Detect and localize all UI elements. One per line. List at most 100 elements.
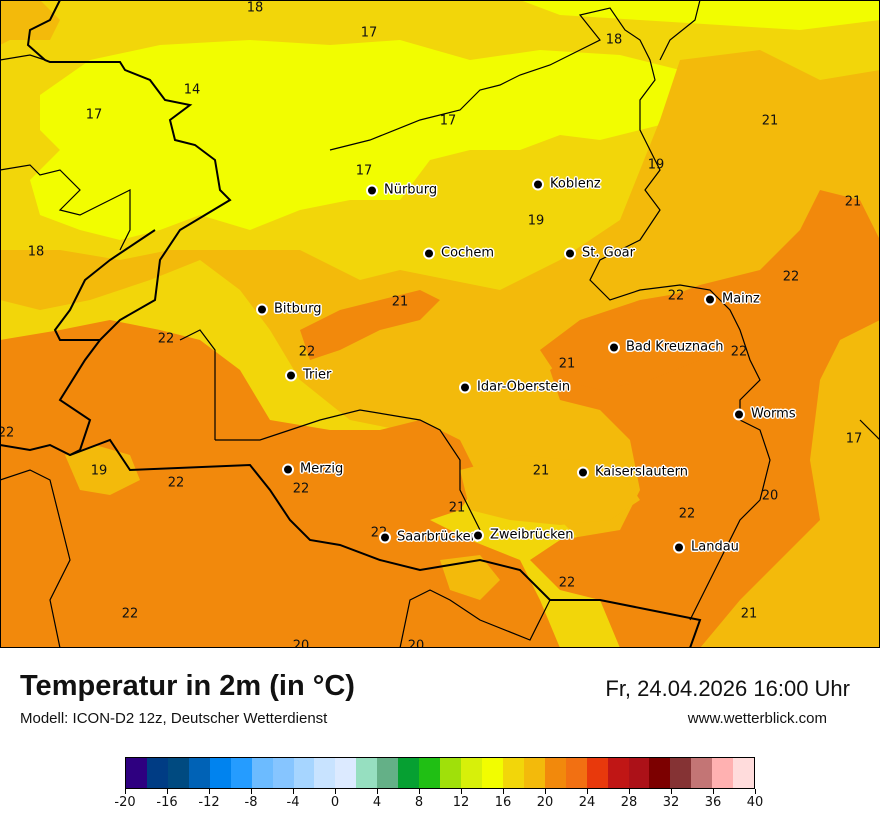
region-22-24-southwest <box>0 320 560 648</box>
city-dot-icon <box>285 369 297 381</box>
state-borders <box>0 0 880 648</box>
contour-label: 17 <box>360 25 378 41</box>
legend-color-swatch <box>377 758 399 788</box>
legend-tick-label: 0 <box>330 795 340 810</box>
contour-label: 22 <box>558 575 576 591</box>
city-name: Idar-Oberstein <box>477 379 571 395</box>
contour-label: 17 <box>355 163 373 179</box>
contour-label: 17 <box>845 431 863 447</box>
legend-color-swatch <box>335 758 357 788</box>
legend-color-swatch <box>607 758 629 788</box>
region-22-24-mainz <box>540 290 740 390</box>
city-name: Kaiserslautern <box>595 464 689 480</box>
contour-label: 19 <box>90 463 108 479</box>
city-dot-icon <box>577 466 589 478</box>
city-marker: Landau <box>673 540 739 555</box>
legend-tick-label: 40 <box>746 795 764 810</box>
city-marker: Bitburg <box>256 302 322 317</box>
city-dot-icon <box>282 463 294 475</box>
legend-tick-label: 28 <box>620 795 638 810</box>
city-dot-icon <box>472 529 484 541</box>
contour-label: 21 <box>844 194 862 210</box>
city-dot-icon <box>704 293 716 305</box>
legend-color-swatch <box>230 758 252 788</box>
city-name: Worms <box>751 406 796 422</box>
region-22-24-east <box>530 190 880 648</box>
legend-tick-mark <box>167 789 168 794</box>
city-name: Cochem <box>441 245 495 261</box>
chart-title: Temperatur in 2m (in °C) <box>20 670 355 702</box>
legend-color-swatch <box>419 758 441 788</box>
city-dot-icon <box>366 184 378 196</box>
legend-tick-mark <box>755 789 756 794</box>
city-name: Mainz <box>722 291 760 307</box>
legend-tick-mark <box>713 789 714 794</box>
contour-label: 21 <box>740 606 758 622</box>
contour-label: 20 <box>761 488 779 504</box>
city-dot-icon <box>564 247 576 259</box>
legend-tick-label: 4 <box>372 795 382 810</box>
website-link[interactable]: www.wetterblick.com <box>687 710 827 727</box>
color-legend-bar <box>125 757 755 789</box>
city-name: Bitburg <box>274 301 322 317</box>
legend-tick-label: -20 <box>114 795 136 810</box>
legend-color-swatch <box>167 758 189 788</box>
contour-label: 18 <box>605 32 623 48</box>
legend-color-swatch <box>628 758 650 788</box>
contour-label: 20 <box>407 638 425 649</box>
contour-label: 22 <box>678 506 696 522</box>
temperature-field <box>0 0 880 648</box>
legend-color-swatch <box>733 758 755 788</box>
city-marker: St. Goar <box>564 246 635 261</box>
contour-label: 22 <box>782 269 800 285</box>
region-20-22-patch-2 <box>460 455 640 525</box>
city-name: Merzig <box>300 461 344 477</box>
contour-label: 18 <box>246 0 264 16</box>
city-dot-icon <box>673 541 685 553</box>
city-name: Trier <box>303 367 332 383</box>
contour-label: 17 <box>439 113 457 129</box>
city-dot-icon <box>423 247 435 259</box>
contour-label: 20 <box>292 638 310 649</box>
city-marker: Zweibrücken <box>472 528 573 543</box>
city-name: Koblenz <box>550 176 601 192</box>
region-16-18 <box>30 40 690 240</box>
city-marker: Worms <box>733 407 796 422</box>
contour-label: 22 <box>0 425 15 441</box>
city-dot-icon <box>379 531 391 543</box>
legend-tick-mark <box>461 789 462 794</box>
legend-tick-label: 36 <box>704 795 722 810</box>
city-marker: Idar-Oberstein <box>459 380 570 395</box>
legend-tick-label: -4 <box>286 795 300 810</box>
legend-tick-mark <box>335 789 336 794</box>
legend-color-swatch <box>293 758 315 788</box>
legend-color-swatch <box>670 758 692 788</box>
legend-tick-mark <box>671 789 672 794</box>
contour-label: 22 <box>298 344 316 360</box>
region-16-18-n <box>520 0 880 30</box>
legend-color-swatch <box>209 758 231 788</box>
contour-label: 22 <box>157 331 175 347</box>
region-22-24-central <box>300 290 440 360</box>
region-20-22-patch-3 <box>440 555 500 600</box>
contour-label: 19 <box>527 213 545 229</box>
contour-label: 22 <box>121 606 139 622</box>
legend-tick-mark <box>629 789 630 794</box>
legend-tick-label: -8 <box>244 795 258 810</box>
legend-color-swatch <box>565 758 587 788</box>
city-dot-icon <box>608 341 620 353</box>
forecast-datetime: Fr, 24.04.2026 16:00 Uhr <box>605 676 850 701</box>
legend-tick-label: -16 <box>156 795 178 810</box>
city-name: Bad Kreuznach <box>626 339 724 355</box>
legend-tick-label: 12 <box>452 795 470 810</box>
contour-label: 21 <box>391 294 409 310</box>
legend-tick-label: 24 <box>578 795 596 810</box>
legend-color-swatch <box>586 758 608 788</box>
city-marker: Koblenz <box>532 177 601 192</box>
legend-tick-mark <box>125 789 126 794</box>
country-borders <box>0 0 702 648</box>
contour-label: 17 <box>85 107 103 123</box>
city-dot-icon <box>733 408 745 420</box>
city-marker: Bad Kreuznach <box>608 340 724 355</box>
region-20-22-nw <box>0 0 60 45</box>
